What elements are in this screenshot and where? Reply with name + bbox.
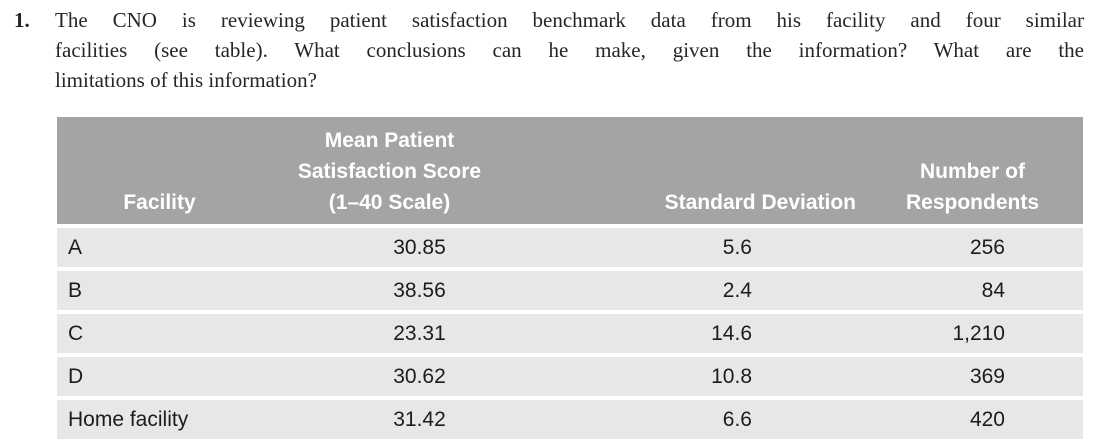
header-line: Satisfaction Score [297, 160, 482, 183]
question-text: The CNO is reviewing patient satisfactio… [55, 5, 1084, 95]
header-line: (1–40 Scale) [328, 191, 451, 214]
question-line: limitations of this information? [55, 68, 317, 92]
cell-std-dev: 10.8 [577, 353, 862, 396]
table-row: A 30.85 5.6 256 [57, 224, 1083, 267]
cell-mean-score: 31.42 [262, 396, 577, 439]
header-line: Respondents [905, 191, 1039, 214]
cell-facility: Home facility [57, 396, 262, 439]
cell-mean-score: 38.56 [262, 267, 577, 310]
cell-std-dev: 2.4 [577, 267, 862, 310]
question-item: 1. The CNO is reviewing patient satisfac… [14, 5, 1084, 95]
cell-facility: B [57, 267, 262, 310]
cell-respondents: 1,210 [862, 310, 1083, 353]
column-header-respondents: Number of Respondents [862, 117, 1083, 224]
table-row: C 23.31 14.6 1,210 [57, 310, 1083, 353]
cell-std-dev: 14.6 [577, 310, 862, 353]
cell-respondents: 84 [862, 267, 1083, 310]
header-line: Mean Patient [324, 129, 455, 152]
column-header-std-dev: Standard Deviation [577, 117, 862, 224]
column-header-mean-score: Mean Patient Satisfaction Score (1–40 Sc… [262, 117, 577, 224]
table-row: B 38.56 2.4 84 [57, 267, 1083, 310]
header-line: Number of [920, 160, 1025, 183]
header-line: Standard Deviation [664, 191, 856, 214]
cell-mean-score: 30.62 [262, 353, 577, 396]
cell-std-dev: 6.6 [577, 396, 862, 439]
column-header-facility: Facility [57, 117, 262, 224]
table-row: Home facility 31.42 6.6 420 [57, 396, 1083, 439]
cell-std-dev: 5.6 [577, 224, 862, 267]
table-row: D 30.62 10.8 369 [57, 353, 1083, 396]
cell-respondents: 420 [862, 396, 1083, 439]
table-header-row: Facility Mean Patient Satisfaction Score… [57, 117, 1083, 224]
header-line: Facility [123, 191, 196, 214]
question-number: 1. [14, 8, 30, 32]
cell-mean-score: 30.85 [262, 224, 577, 267]
benchmark-table: Facility Mean Patient Satisfaction Score… [57, 117, 1083, 439]
cell-facility: A [57, 224, 262, 267]
question-line: The CNO is reviewing patient satisfactio… [55, 8, 1084, 32]
cell-mean-score: 23.31 [262, 310, 577, 353]
cell-facility: D [57, 353, 262, 396]
cell-respondents: 369 [862, 353, 1083, 396]
cell-facility: C [57, 310, 262, 353]
question-line: facilities (see table). What conclusions… [55, 38, 1084, 62]
cell-respondents: 256 [862, 224, 1083, 267]
